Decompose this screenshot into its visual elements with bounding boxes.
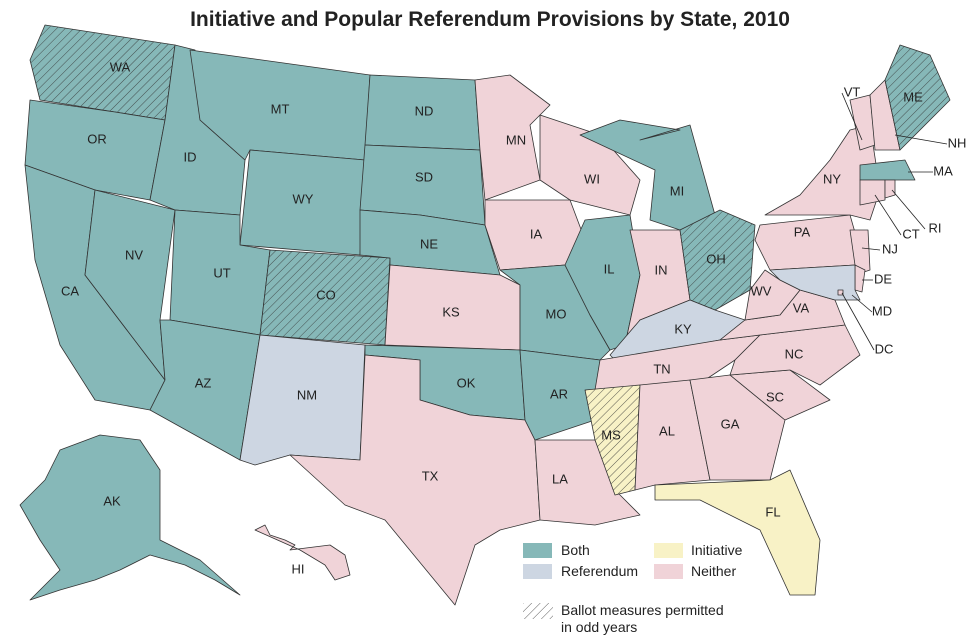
legend-both: Both (561, 542, 590, 558)
state-label-tn: TN (653, 361, 670, 376)
state-label-nd: ND (415, 103, 434, 118)
state-label-wa: WA (110, 59, 131, 74)
state-label-ar: AR (550, 386, 568, 401)
state-label-sd: SD (415, 169, 433, 184)
legend-odd-years-2: in odd years (561, 619, 638, 635)
state-label-fl: FL (765, 504, 780, 519)
legend-initiative: Initiative (691, 542, 743, 558)
legend-swatch-neither (654, 564, 683, 579)
leader-line-nj (861, 247, 881, 251)
state-label-la: LA (552, 471, 568, 486)
state-label-mn: MN (506, 132, 526, 147)
state-label-ga: GA (721, 416, 740, 431)
state-label-nj: NJ (882, 241, 898, 256)
state-label-il: IL (604, 261, 615, 276)
leader-line-md (851, 294, 873, 313)
state-label-de: DE (874, 271, 892, 286)
state-hi (254, 524, 351, 581)
state-label-ct: CT (902, 226, 919, 241)
state-tx (289, 354, 541, 606)
state-label-ky: KY (674, 321, 692, 336)
state-label-az: AZ (195, 375, 212, 390)
legend-swatch-referendum (523, 564, 552, 579)
state-ma (859, 159, 916, 181)
state-label-mi: MI (670, 183, 684, 198)
state-label-ks: KS (442, 304, 460, 319)
state-label-or: OR (87, 131, 107, 146)
state-label-ny: NY (823, 171, 841, 186)
state-label-va: VA (793, 300, 810, 315)
state-label-ms: MS (601, 427, 621, 442)
state-label-al: AL (659, 423, 675, 438)
leader-line-ri (891, 189, 926, 230)
state-md (769, 264, 861, 301)
state-ga (689, 374, 786, 481)
state-ct (859, 179, 886, 206)
state-label-md: MD (872, 303, 892, 318)
legend-swatch-initiative (654, 543, 683, 558)
state-label-oh: OH (706, 251, 726, 266)
state-label-nv: NV (125, 247, 143, 262)
state-label-ne: NE (420, 236, 438, 251)
state-label-me: ME (903, 89, 923, 104)
state-de (854, 264, 866, 293)
legend-neither: Neither (691, 563, 737, 579)
state-label-nm: NM (297, 387, 317, 402)
hatch-co (260, 250, 390, 345)
legend-referendum: Referendum (561, 563, 639, 579)
state-label-vt: VT (844, 84, 861, 99)
state-label-ia: IA (530, 226, 543, 241)
state-label-nc: NC (785, 346, 804, 361)
leader-line-dc (841, 292, 875, 351)
leader-line-nh (894, 134, 948, 145)
state-label-ok: OK (457, 375, 476, 390)
state-label-sc: SC (766, 389, 784, 404)
state-label-ak: AK (103, 493, 121, 508)
state-label-mo: MO (546, 306, 567, 321)
state-label-wi: WI (584, 171, 600, 186)
state-label-pa: PA (794, 224, 811, 239)
state-label-ca: CA (61, 283, 79, 298)
state-label-nh: NH (948, 135, 967, 150)
state-mn (474, 74, 551, 201)
state-pa (754, 214, 861, 271)
state-al (634, 379, 711, 491)
hatch-ms (585, 385, 640, 495)
hatch-oh (680, 210, 755, 310)
state-label-hi: HI (292, 561, 305, 576)
state-label-mt: MT (271, 101, 290, 116)
hatch-me (885, 45, 950, 150)
state-ak (19, 434, 241, 601)
state-fl (654, 469, 821, 596)
hatch-wa (30, 25, 175, 120)
state-label-wv: WV (751, 283, 772, 298)
state-label-wy: WY (293, 191, 314, 206)
state-label-ri: RI (929, 220, 942, 235)
legend-swatch-both (523, 543, 552, 558)
state-ri (884, 179, 896, 199)
legend-odd-years-1: Ballot measures permitted (561, 602, 724, 618)
legend-swatch-hatch (523, 603, 553, 619)
leader-line-ct (874, 194, 902, 236)
state-ar (519, 349, 601, 441)
state-label-id: ID (184, 149, 197, 164)
state-label-co: CO (316, 287, 336, 302)
state-mi (579, 119, 716, 231)
state-label-ut: UT (213, 265, 230, 280)
state-label-in: IN (655, 262, 668, 277)
state-label-dc: DC (875, 341, 894, 356)
leader-line-vt (841, 92, 863, 141)
state-label-tx: TX (422, 468, 439, 483)
map-title: Initiative and Popular Referendum Provis… (190, 8, 790, 31)
state-label-ma: MA (933, 163, 953, 178)
